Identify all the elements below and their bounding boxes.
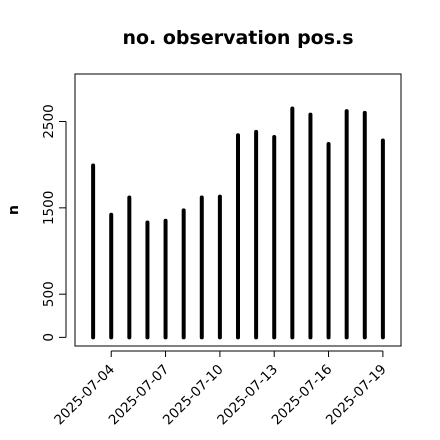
y-axis: 0 500 1500 2500 — [41, 104, 67, 342]
y-tick-label: 500 — [41, 281, 57, 307]
y-axis-title: n — [6, 205, 22, 215]
bars-group — [91, 106, 385, 340]
y-tick-label: 1500 — [41, 191, 57, 225]
x-axis: 2025-07-042025-07-072025-07-102025-07-13… — [51, 350, 390, 428]
chart-title: no. observation pos.s — [122, 27, 353, 49]
plot-frame — [74, 73, 402, 347]
y-tick-label: 0 — [41, 333, 57, 342]
y-tick-label: 2500 — [41, 104, 57, 138]
